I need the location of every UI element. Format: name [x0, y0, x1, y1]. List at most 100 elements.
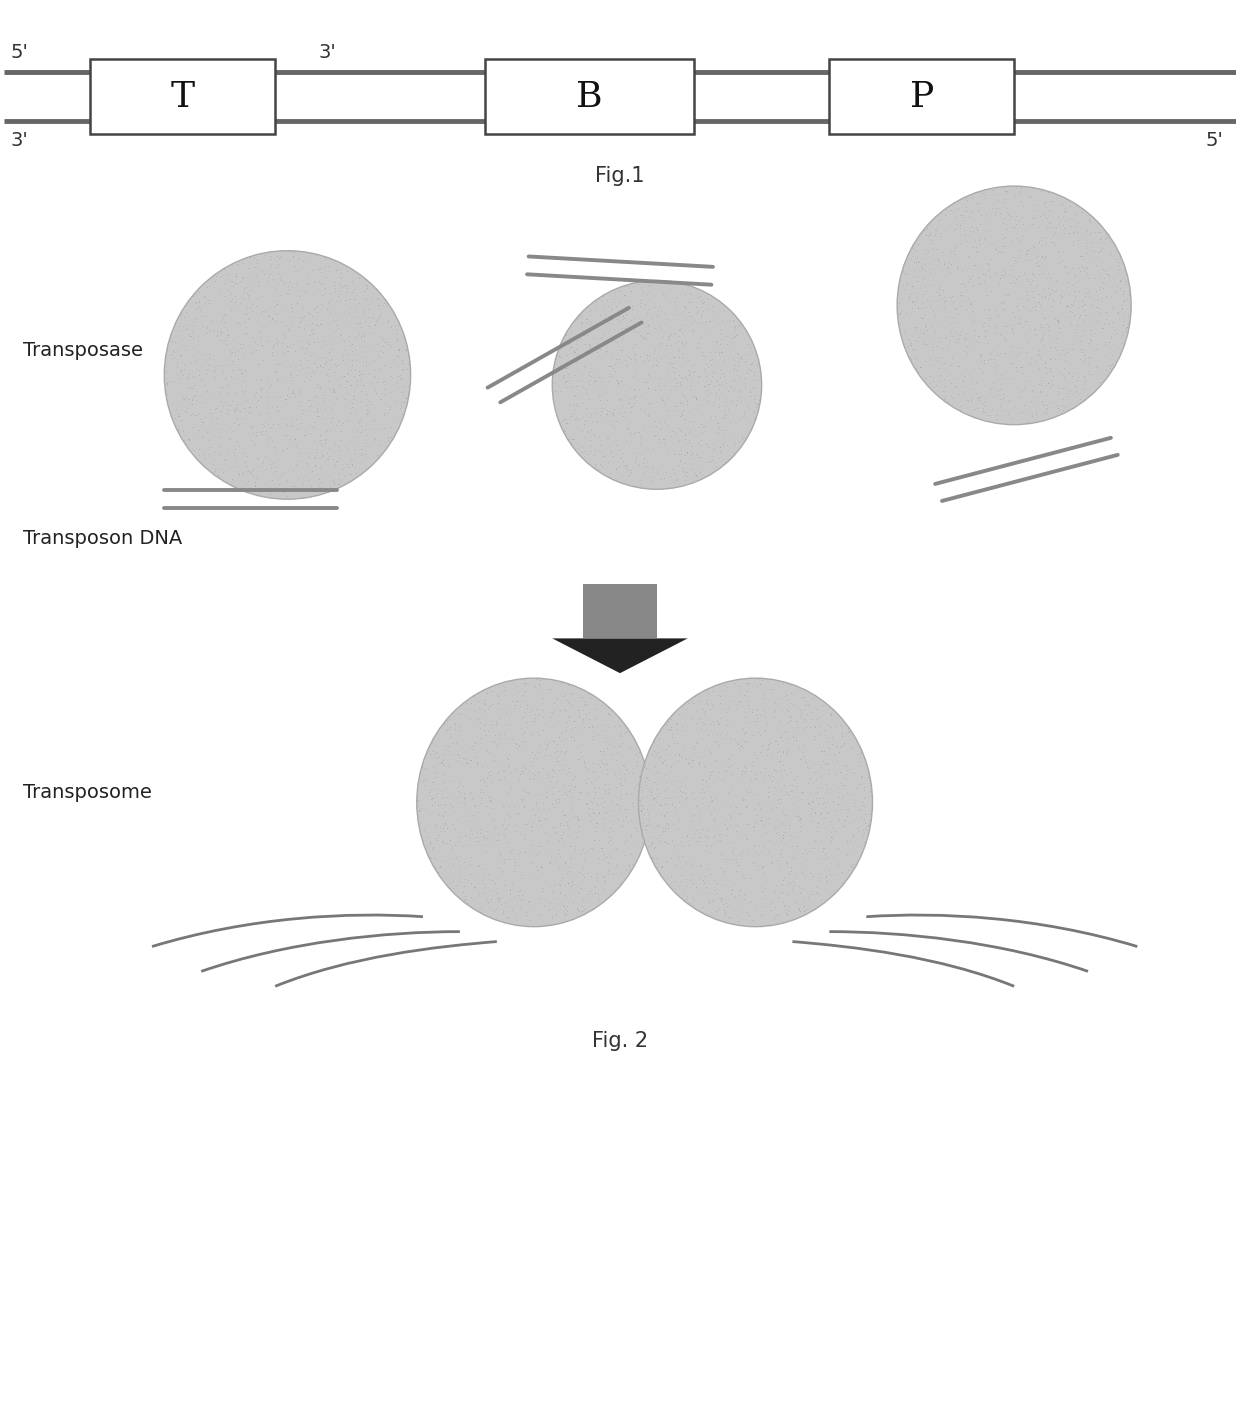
Point [562, 797, 582, 819]
Point [645, 746, 665, 769]
Point [684, 361, 704, 383]
Point [190, 401, 210, 424]
Point [831, 760, 851, 783]
Point [985, 299, 1004, 321]
Point [388, 377, 408, 400]
Point [316, 351, 336, 373]
Point [960, 246, 980, 268]
Point [348, 425, 368, 448]
Point [661, 716, 681, 738]
Point [1096, 226, 1116, 248]
Point [1071, 244, 1091, 267]
Point [211, 309, 231, 331]
Point [706, 382, 725, 404]
Point [360, 435, 379, 457]
Point [1065, 279, 1085, 302]
Point [512, 788, 532, 811]
Point [275, 387, 295, 410]
Point [688, 394, 708, 417]
Point [665, 443, 684, 466]
Point [500, 840, 520, 863]
Point [371, 387, 391, 410]
Point [340, 288, 360, 310]
Point [956, 199, 976, 222]
Point [713, 419, 733, 442]
Point [817, 779, 837, 801]
Point [697, 383, 717, 405]
Point [1096, 262, 1116, 285]
Point [947, 323, 967, 345]
Point [184, 327, 203, 349]
Point [475, 772, 495, 794]
Point [973, 314, 993, 337]
Point [348, 359, 368, 382]
Point [177, 397, 197, 419]
Point [339, 363, 358, 386]
Point [832, 787, 852, 810]
Point [671, 393, 691, 415]
Point [556, 699, 575, 721]
Point [591, 751, 611, 773]
Point [423, 770, 443, 793]
Point [680, 892, 699, 915]
Point [967, 219, 987, 241]
Point [1049, 361, 1069, 383]
Point [665, 796, 684, 818]
Point [1074, 258, 1094, 281]
Point [687, 337, 707, 359]
Point [806, 786, 826, 808]
Point [848, 773, 868, 796]
Point [317, 297, 337, 320]
Point [627, 749, 647, 772]
Point [450, 702, 470, 724]
Point [665, 321, 684, 344]
Point [817, 752, 837, 774]
Point [250, 285, 270, 307]
Point [748, 856, 768, 878]
Point [950, 285, 970, 307]
Point [201, 417, 221, 439]
Point [1045, 216, 1065, 239]
Point [580, 405, 600, 428]
Point [777, 904, 797, 926]
Point [361, 316, 381, 338]
Point [247, 286, 267, 309]
Point [502, 899, 522, 922]
Point [724, 318, 744, 341]
Point [930, 224, 950, 247]
Point [584, 376, 604, 398]
Point [1049, 311, 1069, 334]
Point [708, 735, 728, 758]
Point [281, 382, 301, 404]
Point [794, 899, 813, 922]
Point [470, 727, 490, 749]
Point [978, 306, 998, 328]
Point [660, 278, 680, 300]
Point [578, 443, 598, 466]
Point [1056, 199, 1076, 222]
Point [279, 282, 299, 304]
Point [279, 279, 299, 302]
Point [229, 292, 249, 314]
Point [296, 366, 316, 389]
Point [471, 895, 491, 918]
Point [247, 467, 267, 490]
Point [174, 419, 193, 442]
Point [315, 276, 335, 299]
Point [750, 904, 770, 926]
Point [791, 702, 811, 724]
Point [583, 898, 603, 920]
Point [941, 384, 961, 407]
Point [609, 348, 629, 370]
Point [657, 867, 677, 890]
Point [505, 860, 525, 882]
Point [507, 675, 527, 697]
Point [480, 713, 500, 735]
Point [285, 428, 305, 450]
Point [1050, 342, 1070, 365]
Point [453, 881, 472, 904]
Point [331, 470, 351, 492]
Point [813, 791, 833, 814]
Point [761, 732, 781, 755]
Point [450, 845, 470, 867]
